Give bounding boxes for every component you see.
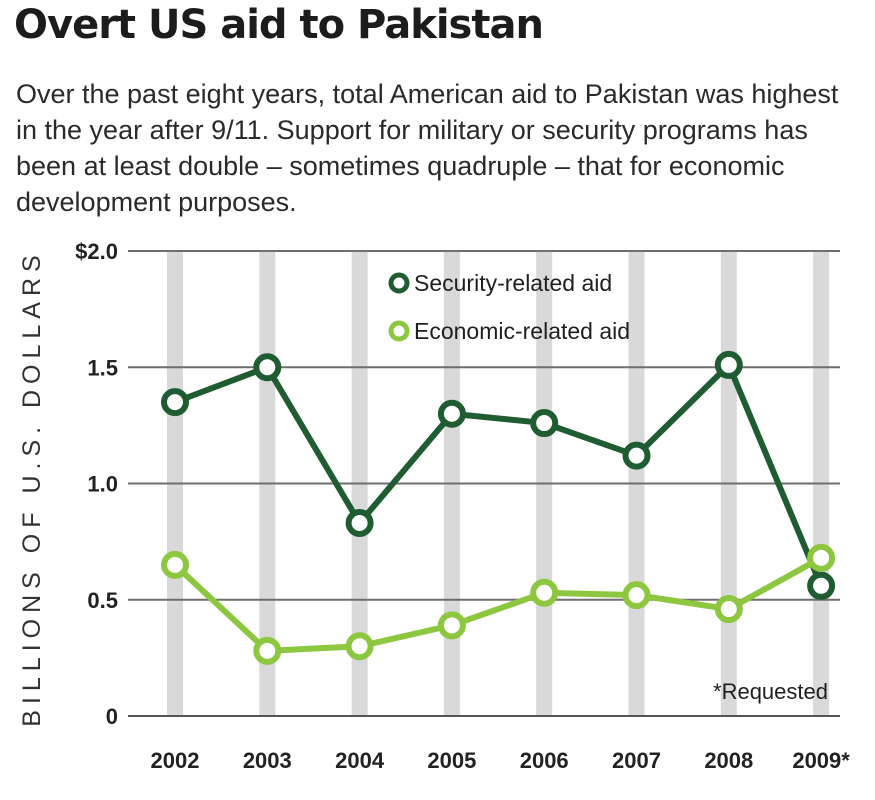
data-point — [253, 636, 282, 665]
data-point — [437, 399, 466, 428]
x-tick-label: 2004 — [335, 748, 385, 773]
legend-marker — [388, 320, 410, 342]
chart-subtitle: Over the past eight years, total America… — [16, 79, 839, 217]
data-point — [161, 388, 189, 417]
y-tick-label: 1.5 — [87, 355, 118, 380]
data-point — [622, 441, 651, 470]
x-tick-label: 2009* — [792, 748, 850, 773]
data-point — [345, 632, 374, 661]
y-tick-label: 1.0 — [87, 472, 118, 497]
data-point — [622, 581, 651, 610]
data-point — [714, 595, 743, 624]
legend-label: Security-related aid — [414, 270, 612, 296]
y-tick-label: 0 — [106, 704, 118, 729]
y-tick-labels: 0 0.5 1.0 1.5 $2.0 — [75, 239, 118, 729]
data-point — [807, 571, 836, 600]
legend: Security-related aid Economic-related aid — [388, 270, 630, 344]
x-tick-label: 2005 — [427, 748, 476, 773]
data-point — [253, 353, 282, 382]
data-point — [161, 550, 189, 579]
x-tick-label: 2002 — [151, 748, 200, 773]
requested-note: *Requested — [713, 679, 828, 704]
x-tick-label: 2006 — [520, 748, 569, 773]
y-tick-label: $2.0 — [75, 239, 118, 264]
x-tick-label: 2008 — [704, 748, 753, 773]
data-point — [530, 578, 559, 607]
series-lines — [172, 361, 825, 654]
series-line-0 — [172, 361, 825, 589]
x-tick-label: 2003 — [243, 748, 292, 773]
x-tick-labels: 2002 2003 2004 2005 2006 2007 2008 2009* — [151, 748, 851, 773]
x-tick-label: 2007 — [612, 748, 661, 773]
data-point — [437, 611, 466, 640]
legend-marker — [388, 272, 410, 294]
chart-title: Overt US aid to Pakistan — [14, 2, 544, 48]
legend-label: Economic-related aid — [414, 318, 630, 344]
y-tick-label: 0.5 — [87, 588, 118, 613]
data-point — [530, 409, 559, 438]
y-axis-label: BILLIONS OF U.S. DOLLARS — [18, 249, 46, 726]
series-points — [161, 350, 836, 665]
data-point — [714, 350, 743, 379]
data-point — [345, 509, 374, 538]
data-point — [807, 543, 836, 572]
series-line-1 — [172, 554, 825, 654]
